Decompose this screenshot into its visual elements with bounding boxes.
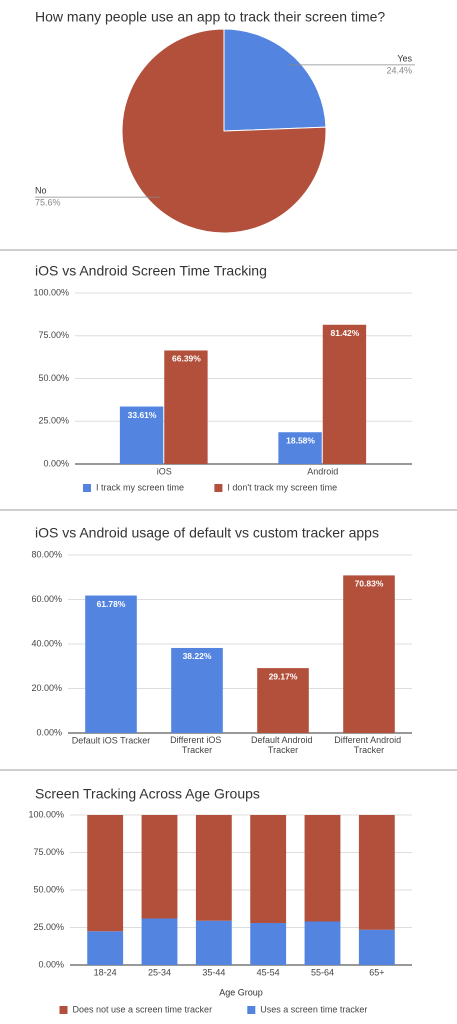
panel-separator (0, 249, 457, 251)
x-tick-label: Different iOS Tracker (170, 735, 224, 755)
bar-segment (141, 918, 178, 965)
legend-swatch (247, 1006, 256, 1014)
pie-slice (223, 28, 327, 132)
legend-label: Does not use a screen time tracker (73, 1004, 213, 1014)
y-tick-label: 50.00% (38, 373, 69, 383)
slice-value: 24.4% (386, 65, 412, 75)
bar (278, 432, 322, 464)
pie-slice (121, 28, 327, 234)
bar (119, 406, 164, 464)
y-tick-label: 0.00% (36, 727, 62, 737)
bar (85, 595, 137, 733)
x-tick-label: 35-44 (202, 967, 225, 977)
y-tick-label: 0.00% (38, 959, 64, 969)
bar (322, 324, 367, 464)
x-tick-label: Default Android Tracker (251, 735, 315, 755)
bar-segment (195, 920, 232, 965)
panel-separator (0, 769, 457, 771)
data-label: 66.39% (172, 354, 201, 364)
y-tick-label: 75.00% (38, 330, 69, 340)
x-axis-title: Age Group (219, 987, 263, 997)
data-label: 70.83% (355, 579, 384, 589)
y-tick-label: 75.00% (33, 847, 64, 857)
slice-label: Yes (397, 53, 412, 63)
data-label: 18.58% (286, 435, 315, 445)
bar (171, 647, 223, 733)
y-tick-label: 25.00% (38, 416, 69, 426)
bar-segment (304, 815, 341, 922)
y-tick-label: 100.00% (33, 287, 69, 297)
x-tick-label: 55-64 (311, 967, 334, 977)
y-tick-label: 0.00% (43, 458, 69, 468)
bar-segment (358, 929, 395, 965)
x-tick-label: Android (307, 466, 338, 476)
legend-label: I don't track my screen time (227, 482, 337, 492)
legend-label: I track my screen time (96, 482, 184, 492)
legend-swatch (59, 1006, 68, 1014)
x-tick-label: 45-54 (257, 967, 280, 977)
legend-swatch (83, 484, 91, 492)
chart-title: How many people use an app to track thei… (35, 9, 385, 25)
y-tick-label: 80.00% (31, 549, 62, 559)
data-label: 61.78% (97, 599, 126, 609)
y-tick-label: 20.00% (31, 683, 62, 693)
x-tick-label: 18-24 (94, 967, 117, 977)
x-tick-label: Default iOS Tracker (72, 735, 151, 745)
bar-segment (250, 923, 287, 965)
bar (343, 575, 395, 733)
x-tick-label: 65+ (369, 967, 384, 977)
legend-swatch (214, 484, 223, 492)
x-tick-label: iOS (157, 466, 172, 476)
y-tick-label: 25.00% (33, 922, 64, 932)
data-label: 38.22% (183, 651, 212, 661)
x-tick-label: 25-34 (148, 967, 171, 977)
panel-separator (0, 509, 457, 511)
data-label: 81.42% (331, 328, 360, 338)
chart-title: iOS vs Android usage of default vs custo… (35, 525, 379, 541)
bar-segment (358, 815, 395, 930)
bar (257, 668, 309, 733)
legend-label: Uses a screen time tracker (260, 1004, 367, 1014)
y-tick-label: 60.00% (31, 594, 62, 604)
bar-segment (195, 815, 232, 921)
chart-title: Screen Tracking Across Age Groups (35, 786, 260, 802)
data-label: 33.61% (128, 410, 157, 420)
data-label: 29.17% (269, 671, 298, 681)
bar-segment (87, 931, 124, 965)
y-tick-label: 50.00% (33, 884, 64, 894)
bar-segment (250, 815, 287, 923)
y-tick-label: 100.00% (28, 809, 64, 819)
bar (164, 350, 208, 464)
slice-value: 75.6% (35, 197, 61, 207)
bar-segment (141, 815, 178, 919)
slice-label: No (35, 185, 47, 195)
bar-segment (304, 921, 341, 965)
chart-title: iOS vs Android Screen Time Tracking (35, 263, 267, 279)
x-tick-label: Different Android Tracker (334, 735, 403, 755)
y-tick-label: 40.00% (31, 638, 62, 648)
bar-segment (87, 815, 124, 932)
